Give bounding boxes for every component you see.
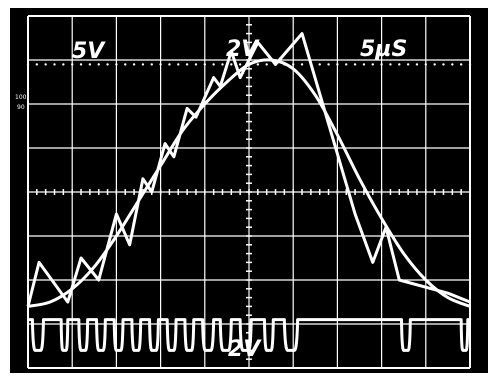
pulse-train-trace: [28, 318, 470, 352]
reference-dot: [168, 63, 171, 66]
reference-dot: [318, 63, 321, 66]
reference-dot: [79, 63, 83, 66]
reference-dot: [300, 63, 304, 66]
reference-dot: [353, 63, 357, 66]
timebase-label: 5µS: [360, 37, 407, 62]
reference-dot: [362, 63, 366, 66]
reference-dot: [194, 63, 198, 66]
reference-dot: [132, 63, 136, 66]
reference-dot: [71, 63, 74, 66]
reference-dot: [292, 63, 295, 66]
reference-dot: [406, 63, 410, 66]
reference-dot: [336, 63, 339, 66]
channel-1-scale-label: 5V: [72, 39, 106, 64]
channel-3-scale-label: 2V: [228, 337, 262, 362]
reference-dot: [415, 63, 419, 66]
reference-dot: [433, 63, 436, 66]
reference-dot: [327, 63, 330, 66]
traces: [26, 32, 471, 352]
reference-dot: [97, 63, 100, 66]
stepped-sawtooth-trace: [26, 32, 471, 307]
reference-dot: [185, 63, 189, 66]
reference-dot: [230, 63, 233, 66]
reference-mark-90: 90: [17, 104, 25, 111]
channel-2-scale-label: 2V: [226, 37, 260, 62]
reference-dot: [150, 63, 153, 66]
reference-dot: [124, 63, 127, 66]
reference-dot: [44, 63, 47, 66]
reference-dot: [141, 63, 145, 66]
reference-dot: [159, 63, 162, 66]
reference-dot: [380, 63, 383, 66]
reference-dot: [212, 63, 215, 66]
reference-dot: [371, 63, 374, 66]
reference-dot: [177, 63, 180, 66]
reference-dot: [451, 63, 454, 66]
reference-dot: [203, 63, 206, 66]
reference-dot: [238, 63, 242, 66]
reference-mark-100: 100: [15, 94, 27, 101]
reference-dot: [424, 63, 427, 66]
graticule-ticks: [26, 15, 472, 369]
reference-dot: [106, 63, 109, 66]
reference-dot: [459, 63, 463, 66]
reference-dot: [53, 63, 56, 66]
reference-dot: [115, 63, 118, 66]
reference-dot: [398, 63, 401, 66]
reference-dot: [468, 63, 472, 66]
reference-dot: [88, 63, 92, 66]
reference-dot: [256, 63, 260, 66]
reference-dot: [389, 63, 392, 66]
reference-dot: [35, 63, 39, 66]
reference-dot: [62, 63, 65, 66]
reference-dot: [265, 63, 268, 66]
reference-dot: [442, 63, 445, 66]
reference-dot: [26, 63, 30, 66]
reference-dot: [221, 63, 224, 66]
reference-dot: [345, 63, 348, 66]
sine-trace: [27, 58, 471, 308]
